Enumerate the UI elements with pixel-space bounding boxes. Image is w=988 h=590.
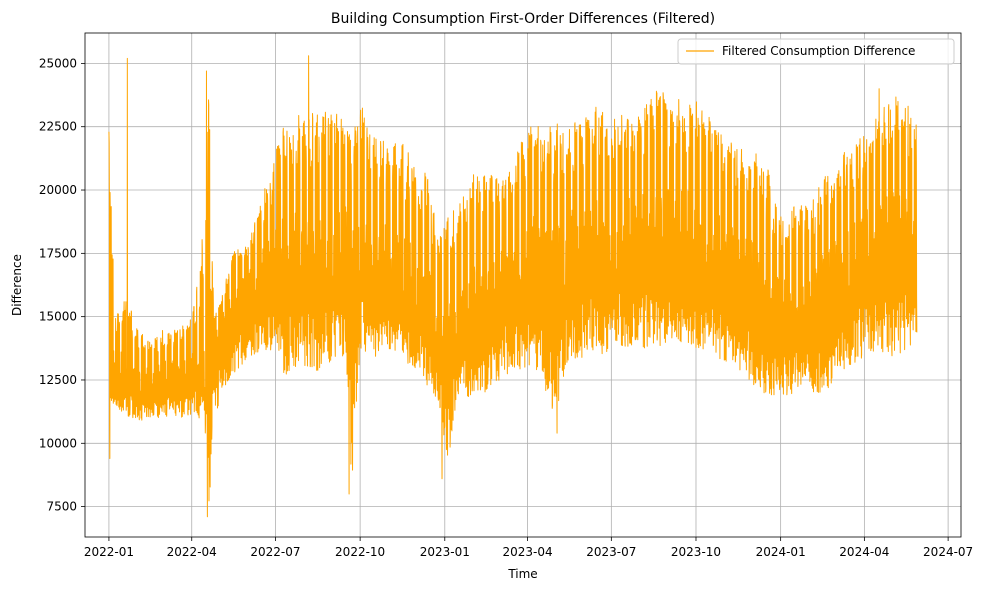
y-tick-label: 7500 (46, 500, 77, 514)
chart-title: Building Consumption First-Order Differe… (331, 11, 715, 27)
series-line-filtered-consumption-difference (108, 55, 918, 518)
x-tick-label: 2022-01 (84, 545, 134, 559)
x-tick-label: 2023-01 (420, 545, 470, 559)
x-tick-label: 2023-10 (671, 545, 721, 559)
y-tick-label: 10000 (39, 436, 77, 450)
y-tick-label: 25000 (39, 56, 77, 70)
y-axis-label: Difference (10, 254, 24, 316)
y-tick-label: 17500 (39, 246, 77, 260)
x-tick-label: 2022-04 (167, 545, 217, 559)
legend-box (677, 38, 955, 65)
y-tick-label: 20000 (39, 183, 77, 197)
x-tick-label: 2023-07 (586, 545, 636, 559)
y-tick-label: 12500 (39, 373, 77, 387)
x-axis: 2022-01 2022-04 2022-07 2022-10 2023-01 2023-… (84, 537, 973, 559)
x-tick-label: 2022-10 (335, 545, 385, 559)
legend: Filtered Consumption Difference (677, 38, 955, 65)
y-tick-label: 15000 (39, 310, 77, 324)
axes-frame (84, 32, 962, 538)
x-tick-label: 2024-07 (923, 545, 973, 559)
x-tick-label: 2023-04 (503, 545, 553, 559)
x-tick-label: 2022-07 (250, 545, 300, 559)
y-axis: 7500 10000 12500 15000 17500 20000 22500 25000 (39, 56, 85, 514)
x-tick-label: 2024-04 (839, 545, 889, 559)
plot-area (108, 55, 918, 518)
x-axis-label: Time (507, 567, 537, 581)
legend-label: Filtered Consumption Difference (722, 44, 915, 58)
x-tick-label: 2024-01 (756, 545, 806, 559)
y-tick-label: 22500 (39, 120, 77, 134)
